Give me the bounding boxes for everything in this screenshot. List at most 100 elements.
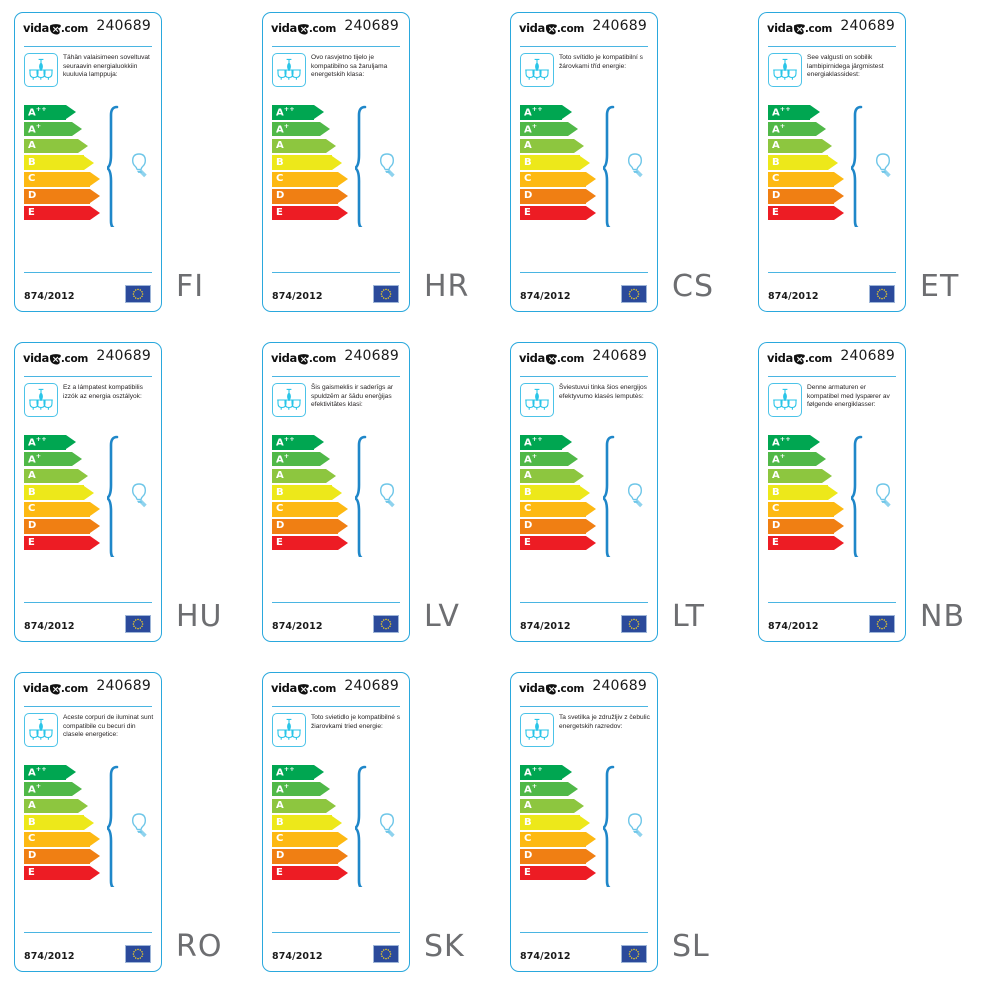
product-sku: 240689 [840, 348, 895, 364]
compatibility-text: Ez a lámpatest kompatibilis izzók az ene… [63, 384, 143, 400]
xl-logo-mark-icon [297, 353, 309, 365]
energy-class-bar-body: E [24, 205, 90, 221]
energy-class-bar-body: A [272, 468, 326, 484]
energy-class-bar: B [272, 815, 348, 830]
energy-class-bar-body: E [768, 535, 834, 551]
product-sku: 240689 [840, 18, 895, 34]
energy-class-letter: A [28, 139, 36, 151]
energy-class-bar-tip [586, 535, 596, 550]
energy-class-bar-body: A [768, 468, 822, 484]
xl-logo-mark-icon [297, 683, 309, 695]
energy-class-bar: D [272, 848, 348, 864]
energy-class-letter: B [28, 156, 36, 168]
regulation-number: 874/2012 [272, 621, 323, 632]
energy-label-card: vida .com 240689 Šis gaismeklis ir saderī… [262, 342, 410, 642]
energy-class-bar-tip [834, 172, 844, 187]
energy-class-bar-tip [338, 519, 348, 534]
light-bulb-icon [127, 151, 153, 179]
language-code: LV [424, 599, 460, 634]
energy-class-bar-body: C [24, 832, 90, 847]
energy-class-bar-body: E [520, 205, 586, 221]
energy-class-bar-body: D [24, 188, 90, 204]
divider-top [24, 706, 152, 708]
energy-label-card: vida .com 240689 Aceste corpuri de ilumin… [14, 672, 162, 972]
energy-class-bar-body: A++ [768, 435, 810, 450]
compatibility-text: Šviestuvui tinka šios energijos efektyvu… [559, 384, 647, 400]
energy-class-plus: ++ [779, 435, 791, 444]
curly-brace-icon [107, 105, 119, 227]
energy-class-bar: D [24, 518, 100, 534]
energy-class-bar-body: B [520, 155, 580, 170]
energy-class-bar: E [24, 865, 100, 881]
light-bulb-icon [871, 481, 897, 509]
energy-class-bar-tip [816, 452, 826, 467]
energy-class-label: E [524, 207, 531, 218]
energy-class-bar-body: C [272, 832, 338, 847]
energy-class-bar: C [272, 832, 348, 847]
energy-class-bar-body: A+ [24, 781, 72, 797]
energy-class-bar: A+ [768, 451, 844, 467]
energy-class-bar: A [24, 798, 100, 814]
energy-class-bar-body: A+ [272, 781, 320, 797]
light-bulb-icon [623, 811, 649, 839]
energy-class-bar-tip [66, 435, 76, 450]
energy-class-bar-tip [834, 519, 844, 534]
eu-flag-icon [373, 945, 399, 963]
vidaxl-logo: vida .com [767, 22, 832, 36]
energy-class-bar-tip [580, 155, 590, 170]
energy-class-label: B [276, 487, 284, 498]
energy-class-label: D [276, 191, 284, 201]
eu-flag-icon [125, 945, 151, 963]
energy-class-bar-tip [338, 535, 348, 550]
curly-brace-icon [355, 765, 367, 887]
divider-bottom [24, 272, 152, 274]
compatibility-note: Toto svietidlo je kompatibilné s žiarovk… [272, 713, 402, 747]
energy-class-bar-body: A++ [272, 435, 314, 450]
energy-label-card: vida .com 240689 Ta svetilka je združljiv… [510, 672, 658, 972]
energy-class-bar: D [24, 848, 100, 864]
energy-class-letter: D [772, 520, 781, 532]
energy-class-bar-body: A++ [520, 105, 562, 120]
divider-top [520, 46, 648, 48]
energy-class-label: E [28, 207, 35, 218]
energy-class-letter: A [276, 107, 284, 119]
energy-class-letter: B [772, 156, 780, 168]
energy-label-cell: vida .com 240689 See valgusti on sobilik … [744, 0, 992, 330]
logo-text-right: .com [556, 682, 585, 695]
compatibility-note: Aceste corpuri de iluminat sunt compatib… [24, 713, 154, 747]
logo-text-left: vida [767, 351, 793, 366]
energy-class-label: C [28, 834, 35, 844]
energy-class-letter: B [28, 486, 36, 498]
energy-class-label: D [524, 521, 532, 531]
energy-class-bar-tip [332, 815, 342, 830]
energy-class-bar-tip [834, 535, 844, 550]
energy-class-plus: ++ [35, 765, 47, 774]
energy-class-bar-tip [320, 782, 330, 797]
regulation-number: 874/2012 [24, 621, 75, 632]
logo-text-left: vida [271, 21, 297, 36]
chandelier-icon [768, 383, 802, 417]
energy-label-card: vida .com 240689 See valgusti on sobilik … [758, 12, 906, 312]
energy-class-letter: A [524, 784, 532, 796]
energy-class-plus: ++ [531, 435, 543, 444]
curly-brace-icon [851, 435, 863, 557]
energy-class-bar: A+ [272, 121, 348, 137]
energy-class-label: A [276, 800, 284, 811]
energy-class-letter: A [276, 767, 284, 779]
energy-class-bar-tip [78, 468, 88, 483]
xl-logo-mark-icon [793, 23, 805, 35]
energy-class-letter: A [524, 107, 532, 119]
energy-class-bar: A+ [520, 781, 596, 797]
energy-class-label: A [28, 139, 36, 151]
light-bulb-icon [623, 151, 649, 179]
energy-class-bar-body: A+ [24, 451, 72, 467]
energy-class-label: E [276, 537, 283, 548]
divider-bottom [272, 602, 400, 604]
energy-class-bar: A+ [24, 781, 100, 797]
eu-flag-icon [373, 285, 399, 303]
compatibility-note: Tähän valaisimeen soveltuvat seuraavin e… [24, 53, 154, 87]
energy-class-bar-body: A+ [24, 121, 72, 137]
eu-flag-icon [125, 615, 151, 633]
logo-text-right: .com [60, 22, 89, 35]
energy-class-label: A [28, 800, 36, 811]
